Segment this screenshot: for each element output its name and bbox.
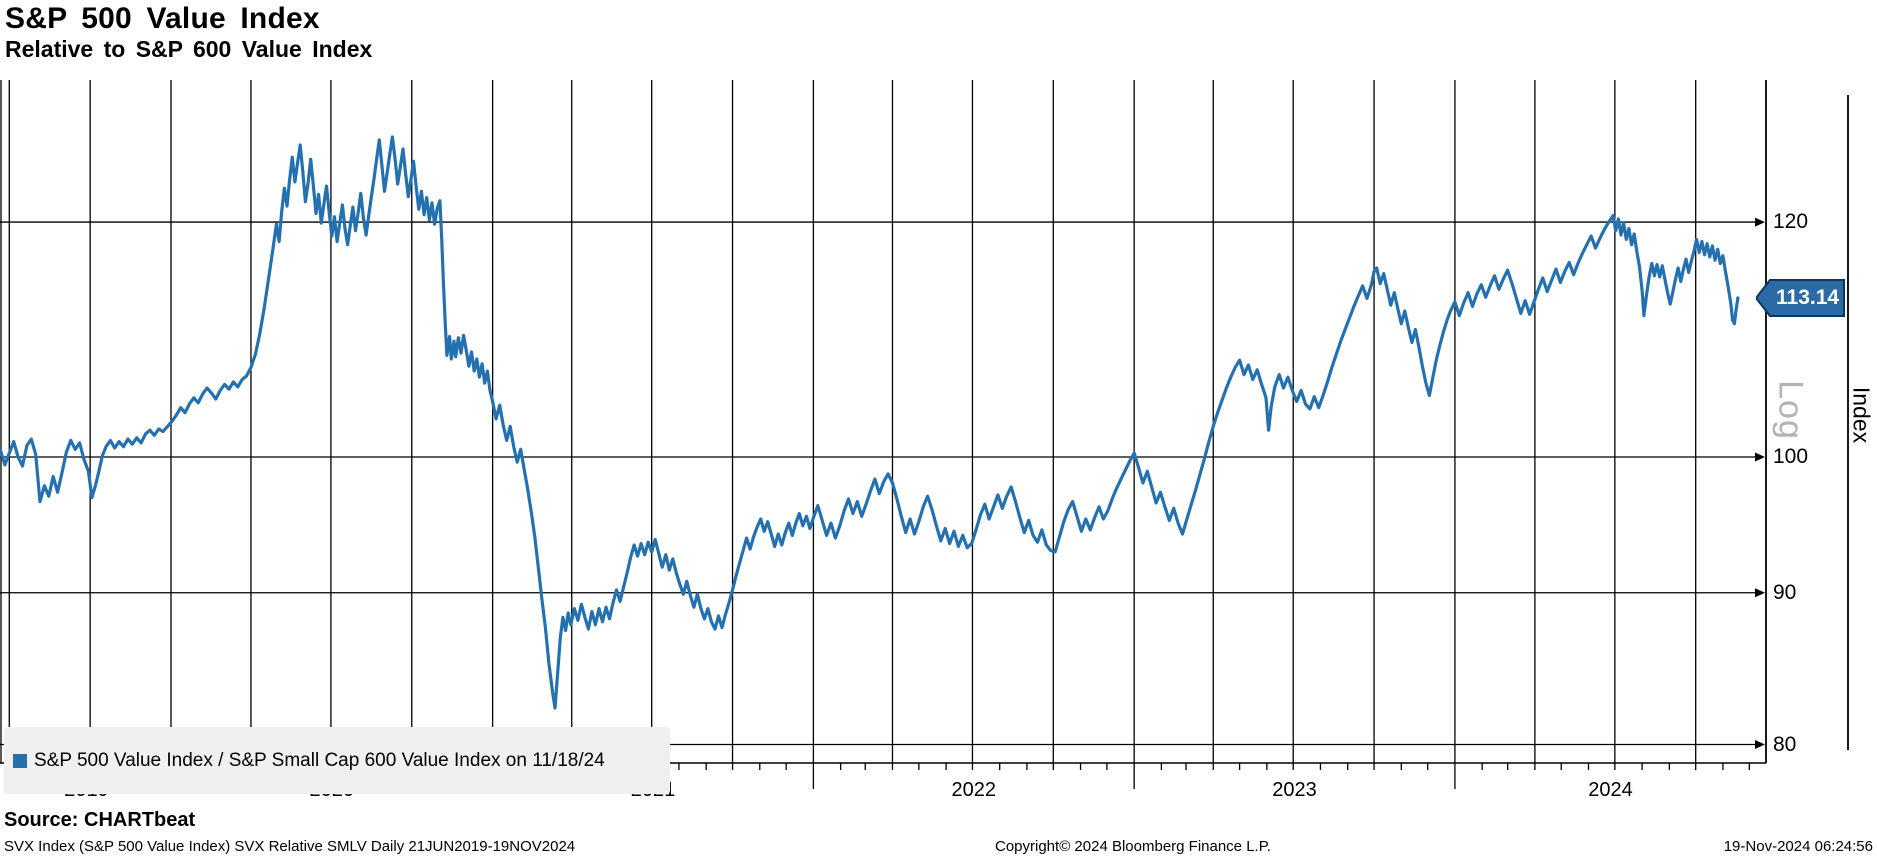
y-axis-title: Index [1848, 386, 1875, 444]
legend-series-label: S&P 500 Value Index / S&P Small Cap 600 … [34, 749, 605, 771]
ticker-details: SVX Index (S&P 500 Value Index) SVX Rela… [4, 838, 576, 855]
x-year-label: 2023 [1272, 779, 1317, 801]
last-price-tag-shape [1756, 278, 1845, 317]
gridline-arrow-icon [1755, 588, 1765, 598]
source-caption: Source: CHARTbeat [4, 809, 196, 831]
x-year-label: 2024 [1588, 779, 1633, 801]
chart-title: S&P 500 Value Index [5, 2, 320, 35]
y-tick-label: 90 [1773, 580, 1797, 604]
gridline-arrow-icon [1755, 217, 1765, 227]
series-line [0, 135, 1740, 710]
last-price-value: 113.14 [1776, 285, 1840, 309]
gridline-arrow-icon [1755, 740, 1765, 750]
y-tick-label: 100 [1773, 445, 1809, 468]
last-price-tag[interactable]: 113.14 [1756, 278, 1846, 317]
copyright-note: Copyright© 2024 Bloomberg Finance L.P. [995, 838, 1271, 855]
legend[interactable]: S&P 500 Value Index / S&P Small Cap 600 … [4, 727, 670, 794]
timestamp: 19-Nov-2024 06:24:56 [1723, 838, 1873, 855]
y-axis-scale-label: Log [1771, 380, 1810, 440]
gridline-arrow-icon [1755, 452, 1765, 462]
x-year-label: 2022 [951, 779, 997, 801]
y-tick-label: 120 [1773, 210, 1809, 234]
legend-series-marker-icon [13, 753, 27, 768]
y-tick-label: 80 [1773, 732, 1797, 756]
chart-subtitle: Relative to S&P 600 Value Index [5, 36, 373, 62]
